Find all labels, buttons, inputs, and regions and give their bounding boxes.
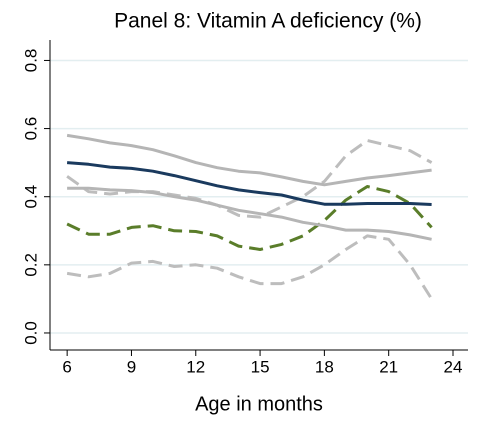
- y-tick-label: 0.4: [21, 185, 40, 209]
- x-tick-label: 15: [251, 357, 270, 376]
- series-line: [66, 185, 433, 251]
- series-line: [66, 133, 432, 187]
- series-line: [66, 234, 433, 300]
- x-axis-label: Age in months: [195, 393, 323, 415]
- series-line: [66, 161, 432, 206]
- x-tick-label: 18: [315, 357, 334, 376]
- x-tick-label: 24: [444, 357, 463, 376]
- y-tick-label: 0.6: [21, 117, 40, 141]
- x-tick-label: 6: [62, 357, 71, 376]
- chart-title: Panel 8: Vitamin A deficiency (%): [114, 10, 422, 33]
- x-tick-label: 21: [379, 357, 398, 376]
- x-tick-label: 9: [127, 357, 136, 376]
- series-line: [67, 186, 432, 241]
- series-line: [66, 139, 433, 219]
- y-tick-label: 0.0: [21, 321, 40, 345]
- y-tick-label: 0.8: [21, 49, 40, 73]
- y-tick-label: 0.2: [21, 253, 40, 277]
- x-tick-label: 12: [186, 357, 205, 376]
